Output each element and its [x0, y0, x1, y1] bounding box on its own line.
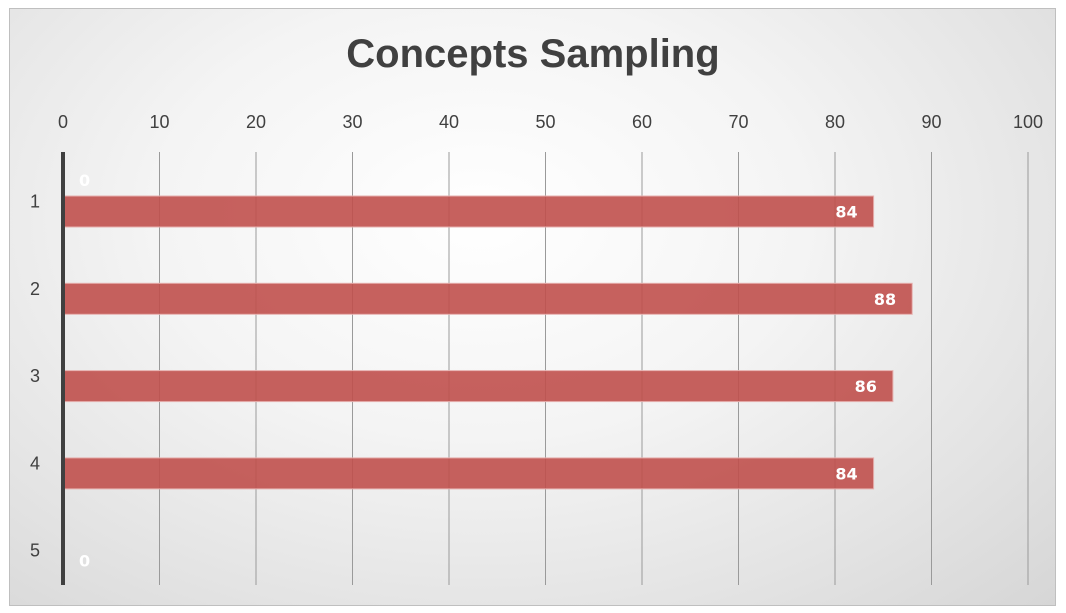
- category-labels: 1 2 3 4 5: [30, 192, 40, 561]
- bar: [64, 283, 912, 314]
- x-tick-label: 30: [342, 112, 362, 132]
- x-tick-label: 20: [246, 112, 266, 132]
- category-label: 4: [30, 453, 40, 473]
- data-label: 86: [855, 377, 877, 396]
- bar: [64, 371, 893, 402]
- category-label: 5: [30, 541, 40, 561]
- data-label: 84: [835, 464, 857, 483]
- bars: [64, 196, 912, 489]
- x-tick-label: 70: [728, 112, 748, 132]
- data-label: 0: [79, 171, 90, 190]
- x-tick-label: 50: [535, 112, 555, 132]
- category-label: 1: [30, 192, 40, 212]
- x-tick-label: 60: [632, 112, 652, 132]
- x-tick-label: 100: [1013, 112, 1043, 132]
- bar: [64, 458, 874, 489]
- data-label: 0: [79, 552, 90, 571]
- x-tick-labels: 0 10 20 30 40 50 60 70 80 90 100: [58, 112, 1043, 132]
- x-tick-label: 80: [825, 112, 845, 132]
- x-tick-label: 40: [439, 112, 459, 132]
- data-label: 84: [835, 203, 857, 222]
- x-tick-label: 10: [149, 112, 169, 132]
- category-label: 2: [30, 279, 40, 299]
- category-label: 3: [30, 366, 40, 386]
- bar: [64, 196, 874, 227]
- data-label: 88: [874, 290, 896, 309]
- x-tick-label: 90: [921, 112, 941, 132]
- x-tick-label: 0: [58, 112, 68, 132]
